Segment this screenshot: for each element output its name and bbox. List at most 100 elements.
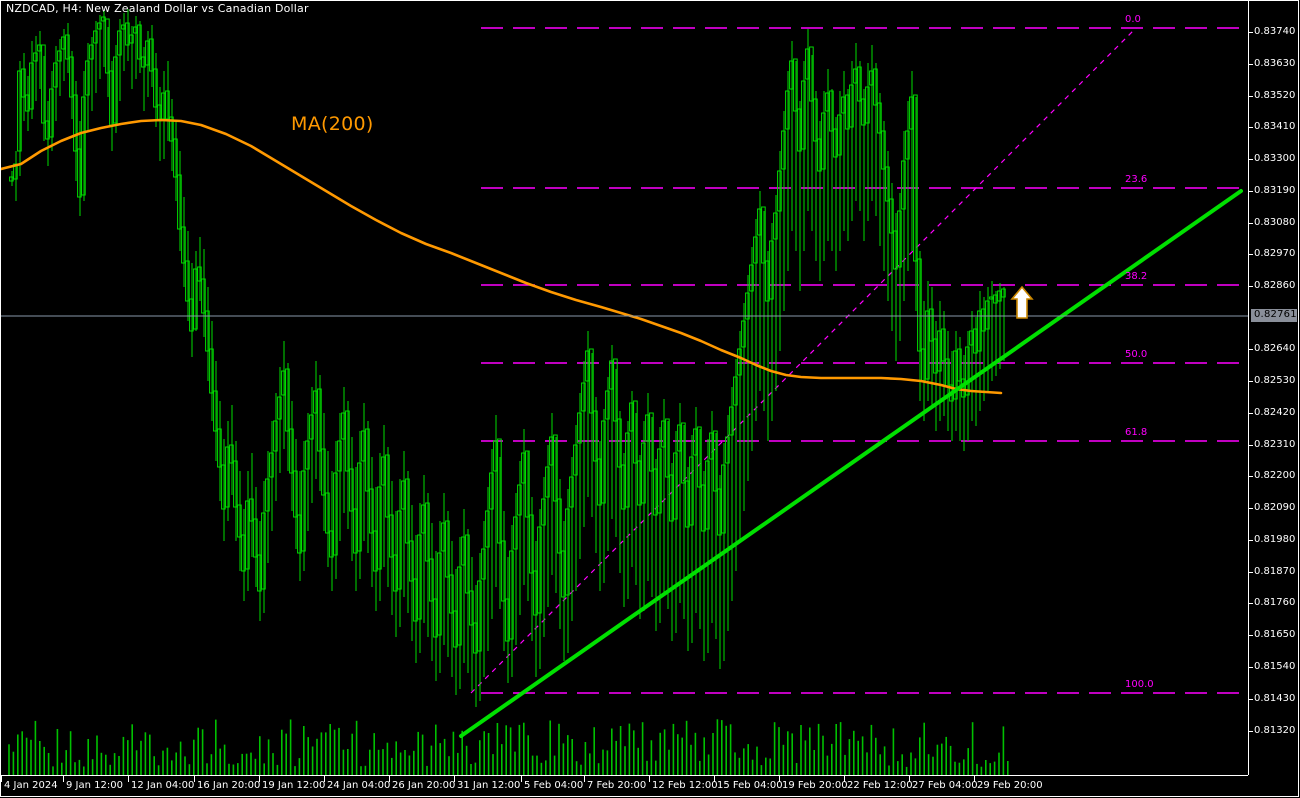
fib-level-label: 23.6	[1125, 174, 1148, 185]
price-tick: 0.82640	[1249, 343, 1299, 354]
time-tick-mark	[521, 776, 522, 782]
price-tick-mark	[1249, 191, 1253, 192]
price-tick-mark	[1249, 32, 1253, 33]
time-tick-label: 5 Feb 04:00	[524, 780, 584, 791]
page-title: NZDCAD, H4: New Zealand Dollar vs Canadi…	[6, 2, 309, 15]
price-tick-mark	[1249, 731, 1253, 732]
price-tick-label: 0.83520	[1254, 90, 1296, 101]
price-tick-mark	[1249, 159, 1253, 160]
price-tick: 0.82420	[1249, 407, 1299, 418]
price-tick-mark	[1249, 635, 1253, 636]
price-tick: 0.81760	[1249, 597, 1299, 608]
price-tick-mark	[1249, 445, 1253, 446]
time-tick-label: 12 Feb 12:00	[652, 780, 718, 791]
price-tick-mark	[1249, 699, 1253, 700]
price-axis[interactable]: 0.83740 0.83630 0.83520 0.83410 0.83300 0.831…	[1248, 1, 1298, 775]
current-price-value: 0.82761	[1254, 309, 1297, 320]
price-tick-mark	[1249, 349, 1253, 350]
time-tick-mark	[714, 776, 715, 782]
time-tick-mark	[194, 776, 195, 782]
price-tick: 0.83080	[1249, 217, 1299, 228]
fib-level-label: 0.0	[1125, 14, 1141, 25]
price-tick-mark	[1249, 286, 1253, 287]
price-tick-mark	[1249, 64, 1253, 65]
price-tick: 0.81870	[1249, 566, 1299, 577]
price-tick: 0.81430	[1249, 693, 1299, 704]
time-tick-mark	[454, 776, 455, 782]
fib-level-label: 100.0	[1125, 679, 1154, 690]
price-tick: 0.83410	[1249, 121, 1299, 132]
price-tick-mark	[1249, 254, 1253, 255]
time-tick-mark	[63, 776, 64, 782]
price-tick-label: 0.82420	[1254, 407, 1296, 418]
price-tick-label: 0.82310	[1254, 439, 1296, 450]
price-tick: 0.83520	[1249, 90, 1299, 101]
time-tick-label: 26 Jan 20:00	[392, 780, 456, 791]
price-tick-label: 0.81760	[1254, 597, 1296, 608]
price-tick-label: 0.82860	[1254, 280, 1296, 291]
time-tick-label: 16 Jan 20:00	[197, 780, 261, 791]
price-tick-mark	[1249, 667, 1253, 668]
time-tick-label: 9 Jan 12:00	[66, 780, 123, 791]
time-tick-label: 15 Feb 04:00	[717, 780, 783, 791]
time-tick-mark	[844, 776, 845, 782]
ma-label: MA(200)	[291, 113, 374, 135]
price-tick: 0.81320	[1249, 725, 1299, 736]
fib-level-label: 61.8	[1125, 427, 1148, 438]
price-tick-label: 0.82970	[1254, 248, 1296, 259]
price-tick-mark	[1249, 127, 1253, 128]
price-tick-mark	[1249, 96, 1253, 97]
price-tick: 0.82970	[1249, 248, 1299, 259]
price-tick: 0.82200	[1249, 470, 1299, 481]
price-tick-label: 0.81320	[1254, 725, 1296, 736]
price-tick-label: 0.82090	[1254, 502, 1296, 513]
fib-fan-line	[470, 27, 1137, 694]
time-tick-mark	[974, 776, 975, 782]
price-tick: 0.81650	[1249, 629, 1299, 640]
time-tick-mark	[324, 776, 325, 782]
price-tick: 0.83190	[1249, 185, 1299, 196]
price-tick-label: 0.81980	[1254, 534, 1296, 545]
time-tick-label: 12 Jan 04:00	[131, 780, 195, 791]
chart-plot-area[interactable]: MA(200)	[1, 1, 1248, 775]
time-tick-mark	[389, 776, 390, 782]
price-tick: 0.83300	[1249, 153, 1299, 164]
ma200-line	[1, 118, 1003, 395]
price-tick-label: 0.83190	[1254, 185, 1296, 196]
time-tick-label: 29 Feb 20:00	[977, 780, 1043, 791]
price-tick-mark	[1249, 540, 1253, 541]
price-tick: 0.82310	[1249, 439, 1299, 450]
price-tick-label: 0.83740	[1254, 26, 1296, 37]
buy-arrow-icon[interactable]	[1010, 285, 1034, 324]
price-tick: 0.83630	[1249, 58, 1299, 69]
price-tick-mark	[1249, 476, 1253, 477]
price-tick-mark	[1249, 603, 1253, 604]
price-tick-label: 0.83630	[1254, 58, 1296, 69]
time-tick-label: 19 Jan 12:00	[262, 780, 326, 791]
price-tick-mark	[1249, 572, 1253, 573]
price-tick-label: 0.83080	[1254, 217, 1296, 228]
time-axis[interactable]: 4 Jan 2024 9 Jan 12:00 12 Jan 04:00 16 Jan …	[1, 775, 1248, 797]
time-tick-mark	[128, 776, 129, 782]
fib-level-label: 38.2	[1125, 271, 1148, 282]
price-tick-label: 0.83300	[1254, 153, 1296, 164]
price-tick-label: 0.81870	[1254, 566, 1296, 577]
price-tick-mark	[1249, 223, 1253, 224]
current-price-badge: 0.82761	[1251, 309, 1297, 322]
price-tick-label: 0.82200	[1254, 470, 1296, 481]
time-tick-label: 19 Feb 20:00	[782, 780, 848, 791]
chart-canvas	[1, 9, 1248, 775]
time-tick-mark	[584, 776, 585, 782]
time-tick-label: 22 Feb 12:00	[847, 780, 913, 791]
time-tick-label: 4 Jan 2024	[4, 780, 58, 791]
time-tick-label: 27 Feb 04:00	[912, 780, 978, 791]
time-tick-label: 31 Jan 12:00	[457, 780, 521, 791]
price-tick-label: 0.81650	[1254, 629, 1296, 640]
price-tick-label: 0.81540	[1254, 661, 1296, 672]
time-tick-label: 7 Feb 20:00	[587, 780, 647, 791]
price-tick: 0.83740	[1249, 26, 1299, 37]
time-tick-label: 24 Jan 04:00	[327, 780, 391, 791]
support-trendline[interactable]	[459, 189, 1243, 738]
price-tick: 0.81980	[1249, 534, 1299, 545]
